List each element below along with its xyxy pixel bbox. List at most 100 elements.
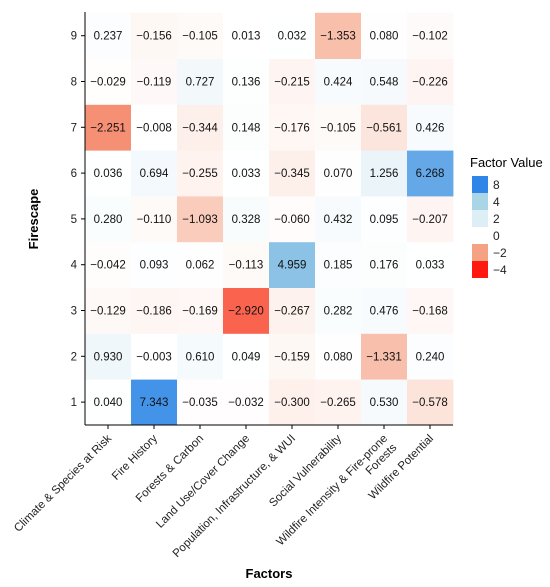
heatmap-cell (223, 333, 270, 380)
x-tick-label: Land Use/Cover Change (154, 433, 252, 531)
y-tick-label: 2 (71, 351, 77, 363)
heatmap-cell (315, 12, 362, 60)
heatmap-cell (361, 333, 408, 380)
cell-value-label: 0.093 (140, 260, 169, 272)
cell-value-label: 0.036 (94, 168, 123, 180)
heatmap-cell (361, 241, 408, 288)
y-tick-label: 6 (71, 168, 77, 180)
cell-value-label: −0.060 (274, 214, 310, 226)
y-tick-label: 8 (71, 77, 77, 89)
cell-value-label: 0.476 (370, 306, 399, 318)
cell-value-label: −0.267 (274, 306, 310, 318)
heatmap-cell (361, 287, 408, 334)
cell-value-label: 0.694 (140, 168, 169, 180)
heatmap-cell (361, 58, 408, 105)
heatmap-cell (85, 379, 132, 426)
cell-value-label: −0.207 (412, 214, 448, 226)
heatmap-cell (131, 333, 178, 380)
heatmap-cell (407, 379, 454, 426)
cell-value-label: 1.256 (370, 168, 399, 180)
heatmap-cell (315, 196, 362, 243)
heatmap-cell (315, 104, 362, 151)
heatmap-cell (85, 104, 132, 151)
y-axis-title: Firescape (26, 189, 41, 250)
heatmap-cell (131, 287, 178, 334)
legend-swatch (472, 227, 488, 244)
legend-items: 8 4 2 0 −2 −4 (472, 176, 507, 278)
cell-value-label: 0.930 (94, 351, 123, 363)
heatmap-cell (85, 196, 132, 243)
heatmap-cell (223, 150, 270, 197)
heatmap-cell (407, 150, 454, 197)
y-tick-label: 4 (71, 260, 78, 272)
heatmap-cell (361, 379, 408, 426)
heatmap-cell (177, 241, 224, 288)
legend-label: 4 (493, 195, 500, 209)
heatmap-cell (177, 58, 224, 105)
legend-label: 8 (493, 178, 500, 192)
heatmap-cell (223, 12, 270, 60)
y-tick-label: 3 (71, 306, 77, 318)
cell-value-label: 0.176 (370, 260, 399, 272)
cell-value-label: 0.280 (94, 214, 123, 226)
heatmap-cell (177, 379, 224, 426)
legend-label: 0 (493, 229, 500, 243)
cell-value-label: −2.920 (228, 306, 264, 318)
cell-value-label: 0.282 (324, 306, 353, 318)
heatmap-cell (269, 241, 316, 288)
heatmap-cell (85, 150, 132, 197)
heatmap-cell (315, 150, 362, 197)
x-tick-label: Climate & Species at Risk (12, 432, 114, 534)
legend-label: 2 (493, 212, 500, 226)
x-tick-label: Fire History (110, 432, 160, 482)
cell-value-label: −0.159 (274, 351, 310, 363)
cell-value-label: −0.105 (320, 122, 356, 134)
y-tick-label: 1 (71, 397, 77, 409)
cell-value-label: 0.148 (232, 122, 261, 134)
cell-value-label: 0.040 (94, 397, 123, 409)
heatmap-cell (223, 196, 270, 243)
heatmap-cell (131, 150, 178, 197)
cell-value-label: −2.251 (90, 122, 126, 134)
cell-value-label: −0.255 (182, 168, 218, 180)
heatmap-cell (315, 287, 362, 334)
heatmap-cell (361, 196, 408, 243)
heatmap-cell (407, 104, 454, 151)
heatmap-cell (85, 241, 132, 288)
cell-value-label: −0.226 (412, 77, 448, 89)
cell-value-label: 0.033 (232, 168, 261, 180)
legend-swatch (472, 176, 488, 193)
cell-value-label: −0.300 (274, 397, 310, 409)
cell-value-label: −0.265 (320, 397, 356, 409)
cell-value-label: −0.003 (136, 351, 172, 363)
cell-value-label: 0.610 (186, 351, 215, 363)
heatmap-cell (131, 58, 178, 105)
cell-value-label: 0.240 (416, 351, 445, 363)
cell-value-label: −1.353 (320, 31, 356, 43)
heatmap-cell (407, 287, 454, 334)
heatmap-cell (315, 333, 362, 380)
cell-value-label: −0.119 (137, 77, 172, 89)
legend-swatch (472, 210, 488, 227)
heatmap-cell (177, 333, 224, 380)
heatmap-cell (315, 241, 362, 288)
heatmap-cell (85, 12, 132, 60)
cell-value-label: −0.578 (412, 397, 448, 409)
legend-swatch (472, 193, 488, 210)
cell-value-label: 0.426 (416, 122, 445, 134)
cell-value-label: −0.113 (229, 260, 264, 272)
cell-value-label: 0.727 (186, 77, 215, 89)
heatmap-cell (407, 333, 454, 380)
cell-value-label: 0.013 (232, 31, 261, 43)
heatmap-cell (223, 287, 270, 334)
heatmap-cell (269, 196, 316, 243)
cell-value-label: −0.105 (182, 31, 218, 43)
cell-value-labels: 0.040 7.343 −0.035 −0.032 −0.300 −0.265 0.530 −… (90, 31, 448, 409)
legend-swatch (472, 244, 488, 261)
cell-value-label: 0.237 (94, 31, 123, 43)
heatmap-cell (131, 241, 178, 288)
heatmap-cell (85, 287, 132, 334)
heatmap-cell (361, 150, 408, 197)
